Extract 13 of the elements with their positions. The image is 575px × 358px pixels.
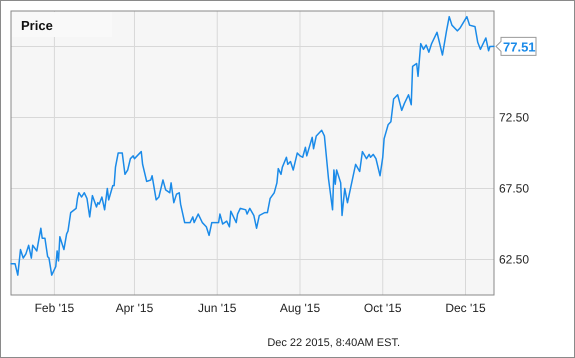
- y-tick-label: 62.50: [499, 252, 530, 266]
- y-tick-label: 72.50: [499, 110, 530, 124]
- line-series: [10, 16, 495, 276]
- annotation: 77.51: [503, 39, 536, 54]
- x-tick-label: Jun '15: [198, 301, 237, 315]
- x-tick-label: Aug '15: [280, 301, 320, 315]
- x-tick-label: Apr '15: [116, 301, 154, 315]
- x-tick-label: Dec '15: [445, 301, 486, 315]
- text: Price: [21, 18, 53, 33]
- text: Dec 22 2015, 8:40AM EST.: [267, 337, 400, 349]
- x-tick-label: Feb '15: [34, 301, 75, 315]
- y-tick-label: 67.50: [499, 182, 530, 196]
- x-tick-label: Oct '15: [364, 301, 402, 315]
